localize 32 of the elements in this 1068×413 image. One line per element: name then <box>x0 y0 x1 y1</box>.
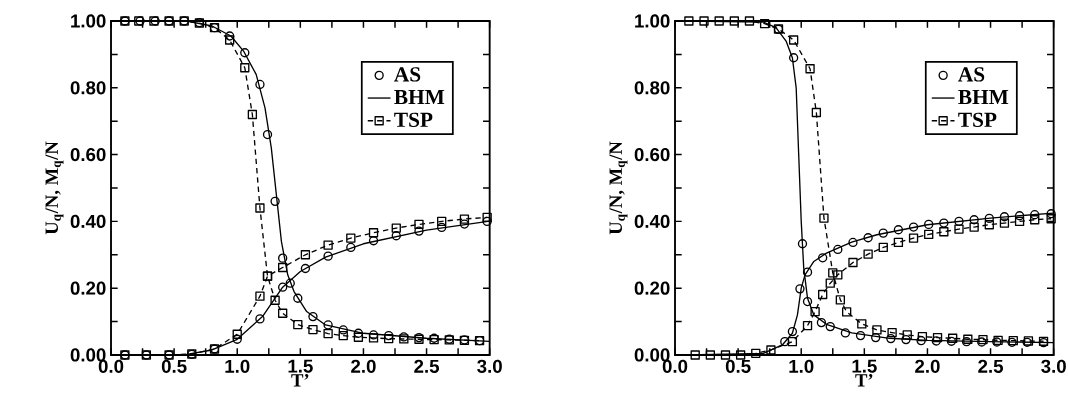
y-tick-label: 1.00 <box>635 14 670 28</box>
y-tick-label: 0.60 <box>70 147 106 162</box>
x-tick-label: 3.0 <box>1041 359 1066 373</box>
y-axis-title: U$_{q}$/N, M$_{q}$/N <box>609 141 628 235</box>
x-tick-label: 3.0 <box>477 359 502 373</box>
legend-label: AS <box>394 67 421 82</box>
y-tick-label: 0.40 <box>634 214 670 228</box>
y-tick-label: 0.40 <box>70 214 106 228</box>
y-axis-title: U$_{q}$/N, M$_{q}$/N <box>45 141 64 235</box>
x-tick-label: 2.0 <box>351 359 376 373</box>
x-axis-title: T’ <box>855 374 873 387</box>
x-tick-label: 1.0 <box>225 359 250 373</box>
legend-label: BHM <box>394 90 445 105</box>
x-tick-label: 2.0 <box>915 359 940 373</box>
x-tick-label: 0.5 <box>725 359 751 373</box>
legend-label: BHM <box>958 90 1009 105</box>
y-tick-label: 1.00 <box>71 14 106 28</box>
x-tick-label: 2.5 <box>414 359 440 373</box>
x-tick-label: 1.5 <box>852 359 877 373</box>
y-tick-label: 0.80 <box>634 81 670 95</box>
x-tick-label: 1.0 <box>789 359 814 373</box>
x-axis-title: T’ <box>291 374 309 387</box>
y-tick-label: 0.20 <box>634 281 670 295</box>
legend-label: TSP <box>394 112 433 128</box>
x-tick-label: 2.5 <box>978 359 1004 373</box>
y-tick-label: 0.20 <box>70 281 106 295</box>
x-tick-label: 0.5 <box>161 359 187 373</box>
legend-label: TSP <box>958 112 997 128</box>
y-tick-label: 0.80 <box>70 81 106 95</box>
y-tick-label: 0.60 <box>634 147 670 162</box>
x-tick-label: 1.5 <box>288 359 313 373</box>
legend-label: AS <box>958 67 985 82</box>
